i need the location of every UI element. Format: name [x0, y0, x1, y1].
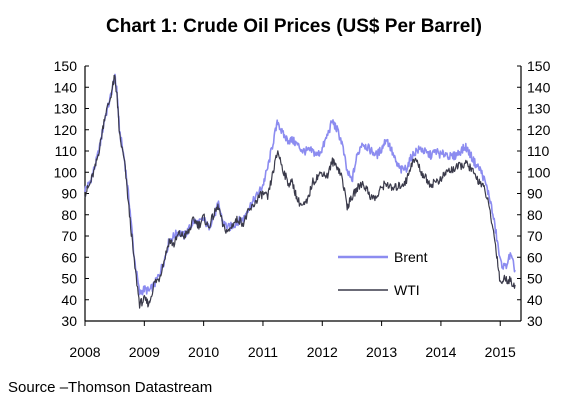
y-tick-label-right: 100: [527, 164, 551, 180]
y-tick-label-right: 110: [527, 143, 550, 159]
legend-label-brent: Brent: [394, 249, 428, 265]
y-tick-label-right: 120: [527, 122, 551, 138]
x-tick-label: 2011: [248, 344, 278, 360]
x-tick-label: 2015: [485, 344, 516, 360]
y-tick-label-left: 120: [54, 122, 78, 138]
x-tick-label: 2013: [366, 344, 397, 360]
x-tick-label: 2008: [69, 344, 100, 360]
y-tick-label-left: 60: [61, 249, 77, 265]
source-note: Source –Thomson Datastream: [8, 379, 212, 396]
x-tick-label: 2012: [307, 344, 338, 360]
chart-title: Chart 1: Crude Oil Prices (US$ Per Barre…: [106, 16, 482, 37]
x-tick-label: 2010: [188, 344, 219, 360]
y-tick-label-left: 100: [54, 164, 78, 180]
y-tick-label-right: 140: [527, 79, 551, 95]
y-tick-label-left: 40: [61, 292, 77, 308]
y-tick-label-right: 30: [527, 313, 543, 329]
legend-label-wti: WTI: [394, 282, 420, 298]
x-tick-label: 2009: [129, 344, 160, 360]
legend: Brent WTI: [338, 249, 428, 298]
y-tick-label-left: 30: [61, 313, 77, 329]
y-tick-label-left: 110: [55, 143, 78, 159]
y-tick-label-left: 70: [61, 228, 77, 244]
axes: 30 40 50 60 70 80 90 100 110 120 130 140 150 30 40 50 60…: [54, 58, 551, 360]
y-tick-label-left: 140: [54, 79, 78, 95]
y-tick-label-right: 90: [527, 186, 543, 202]
y-tick-label-right: 150: [527, 58, 551, 74]
x-tick-label: 2014: [425, 344, 456, 360]
y-tick-label-right: 70: [527, 228, 543, 244]
series-line-brent: [84, 73, 516, 296]
y-tick-label-left: 90: [61, 186, 77, 202]
y-tick-label-left: 150: [54, 58, 78, 74]
y-tick-label-right: 60: [527, 249, 543, 265]
y-tick-label-left: 130: [54, 101, 78, 117]
y-tick-label-left: 50: [61, 271, 77, 287]
y-tick-label-right: 130: [527, 101, 551, 117]
series-line-wti: [84, 74, 516, 309]
y-tick-label-right: 80: [527, 207, 543, 223]
series-layer: [84, 73, 516, 309]
y-tick-label-right: 40: [527, 292, 543, 308]
y-tick-label-left: 80: [61, 207, 77, 223]
y-tick-label-right: 50: [527, 271, 543, 287]
